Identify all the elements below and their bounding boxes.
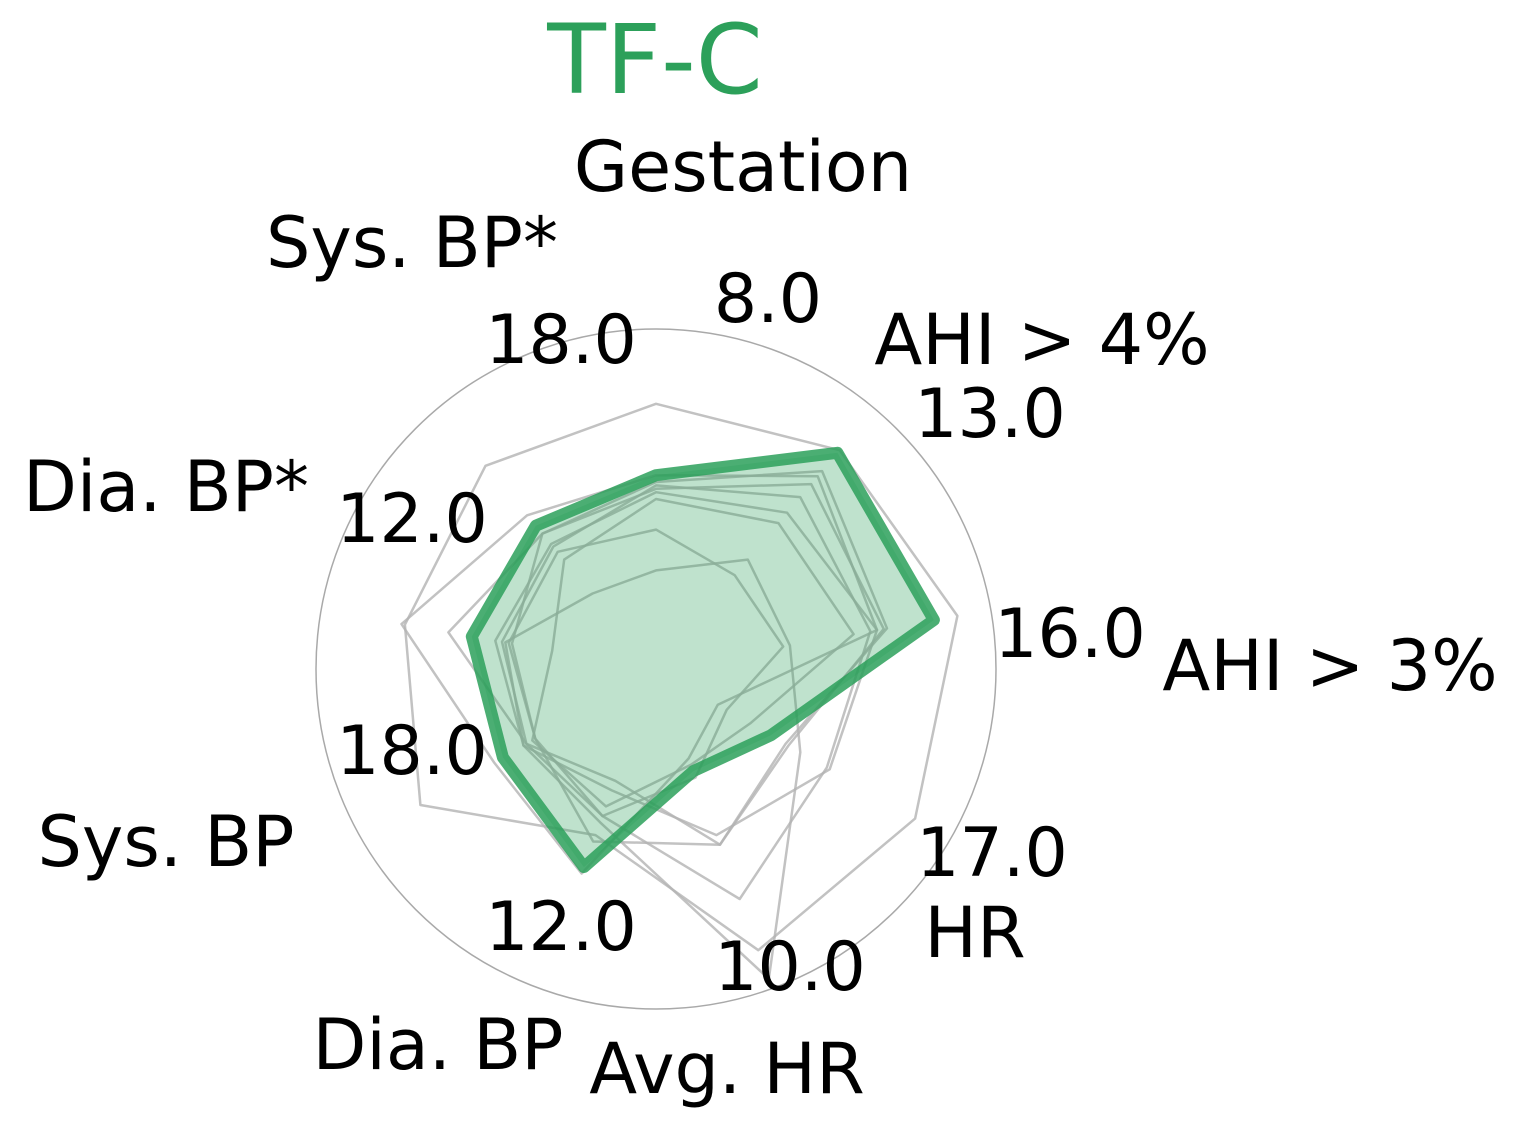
other-series-group [400, 402, 959, 981]
axis-max-label-9: 18.0 [485, 301, 636, 380]
highlight-series-group [465, 446, 940, 874]
axis-label-1: Gestation [574, 126, 912, 208]
other-series-line-3 [494, 490, 879, 837]
axis-label-3: AHI > 3% [1162, 625, 1497, 707]
other-series-line-5 [510, 469, 889, 846]
axis-label-2: AHI > 4% [874, 299, 1209, 381]
axis-max-label-2: 13.0 [914, 375, 1065, 454]
axis-max-label-6: 12.0 [485, 888, 636, 967]
axis-labels-group: Gestation 8.0 AHI > 4%13.0 AHI > 3%16.0 HR17… [23, 126, 1498, 1110]
other-series-line-6 [447, 482, 885, 846]
axis-max-label-8: 12.0 [336, 480, 487, 559]
axis-label-4: HR [924, 892, 1025, 974]
axis-label-7: Sys. BP [37, 801, 294, 883]
axis-max-label-3: 16.0 [994, 595, 1145, 674]
axis-max-label-5: 10.0 [714, 928, 865, 1007]
highlight-series-area [471, 452, 934, 868]
axis-label-6: Dia. BP [313, 1004, 564, 1086]
other-series-line-7 [531, 497, 855, 808]
chart-title: TF-C [546, 4, 763, 116]
axis-max-label-7: 18.0 [336, 712, 487, 791]
axis-label-5: Avg. HR [589, 1028, 864, 1110]
outer-ring [315, 328, 997, 1010]
axis-max-label-1: 8.0 [714, 260, 822, 339]
highlight-series-line [465, 446, 940, 874]
axis-label-8: Dia. BP* [23, 446, 309, 528]
axis-max-label-4: 17.0 [916, 814, 1067, 893]
other-series-line-2 [500, 484, 872, 901]
other-series-line-9 [504, 558, 802, 981]
axis-label-9: Sys. BP* [266, 202, 558, 284]
other-series-line-8 [507, 528, 785, 818]
